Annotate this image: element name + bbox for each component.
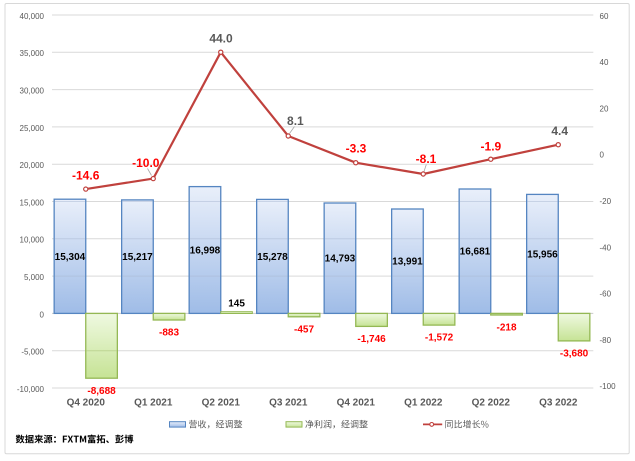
svg-text:20: 20 bbox=[600, 104, 609, 113]
svg-text:0: 0 bbox=[40, 310, 45, 319]
svg-text:-100: -100 bbox=[600, 382, 617, 391]
svg-text:-10.0: -10.0 bbox=[132, 156, 160, 170]
svg-text:-3.3: -3.3 bbox=[346, 142, 367, 156]
svg-text:60: 60 bbox=[600, 12, 609, 21]
svg-text:15,278: 15,278 bbox=[257, 252, 288, 263]
svg-text:30,000: 30,000 bbox=[20, 87, 45, 96]
svg-text:-40: -40 bbox=[600, 243, 612, 252]
svg-text:25,000: 25,000 bbox=[20, 124, 45, 133]
svg-text:5,000: 5,000 bbox=[24, 273, 45, 282]
svg-text:20,000: 20,000 bbox=[20, 161, 45, 170]
svg-text:Q2 2022: Q2 2022 bbox=[472, 398, 511, 409]
svg-text:44.0: 44.0 bbox=[209, 31, 233, 45]
svg-text:Q4 2020: Q4 2020 bbox=[67, 398, 106, 409]
svg-text:15,304: 15,304 bbox=[55, 252, 86, 263]
svg-text:-10,000: -10,000 bbox=[17, 385, 45, 394]
svg-text:10,000: 10,000 bbox=[20, 236, 45, 245]
svg-text:15,217: 15,217 bbox=[122, 252, 153, 263]
svg-text:-5,000: -5,000 bbox=[21, 348, 44, 357]
svg-text:Q1 2021: Q1 2021 bbox=[134, 398, 173, 409]
svg-text:14,793: 14,793 bbox=[325, 254, 356, 265]
svg-text:8.1: 8.1 bbox=[287, 114, 304, 128]
svg-text:40,000: 40,000 bbox=[20, 12, 45, 21]
svg-text:16,998: 16,998 bbox=[190, 246, 221, 257]
svg-text:13,991: 13,991 bbox=[392, 257, 423, 268]
svg-text:-60: -60 bbox=[600, 290, 612, 299]
svg-text:-1,572: -1,572 bbox=[425, 333, 454, 344]
svg-text:40: 40 bbox=[600, 58, 609, 67]
svg-text:15,956: 15,956 bbox=[527, 249, 558, 260]
svg-text:-8,688: -8,688 bbox=[87, 386, 116, 397]
svg-text:-218: -218 bbox=[497, 323, 517, 334]
svg-text:Q3 2022: Q3 2022 bbox=[539, 398, 578, 409]
svg-text:Q4 2021: Q4 2021 bbox=[337, 398, 376, 409]
svg-text:-80: -80 bbox=[600, 336, 612, 345]
svg-text:145: 145 bbox=[228, 299, 245, 310]
svg-text:0: 0 bbox=[600, 151, 605, 160]
svg-text:15,000: 15,000 bbox=[20, 198, 45, 207]
svg-text:-1.9: -1.9 bbox=[481, 140, 502, 154]
svg-text:Q1 2022: Q1 2022 bbox=[404, 398, 443, 409]
svg-text:-3,680: -3,680 bbox=[560, 348, 589, 359]
svg-text:35,000: 35,000 bbox=[20, 49, 45, 58]
svg-text:-20: -20 bbox=[600, 197, 612, 206]
svg-text:-883: -883 bbox=[159, 327, 179, 338]
svg-text:-457: -457 bbox=[294, 324, 314, 335]
svg-text:Q2 2021: Q2 2021 bbox=[202, 398, 241, 409]
svg-text:-8.1: -8.1 bbox=[416, 152, 437, 166]
svg-text:4.4: 4.4 bbox=[551, 124, 568, 138]
svg-text:-1,746: -1,746 bbox=[357, 334, 386, 345]
svg-text:Q3 2021: Q3 2021 bbox=[269, 398, 308, 409]
svg-text:-14.6: -14.6 bbox=[72, 168, 100, 182]
svg-text:16,681: 16,681 bbox=[460, 247, 491, 258]
